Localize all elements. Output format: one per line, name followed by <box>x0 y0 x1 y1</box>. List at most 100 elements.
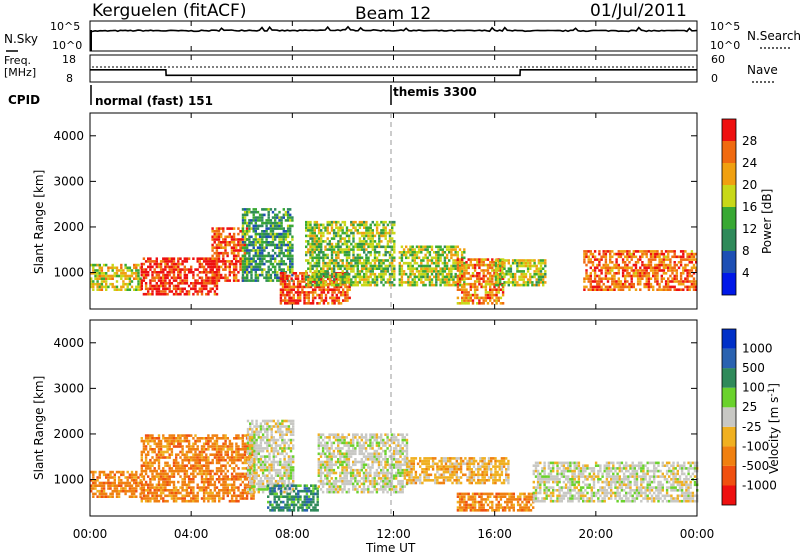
velocity-cell <box>241 437 244 440</box>
velocity-cell <box>126 481 129 485</box>
power-cell <box>454 264 457 268</box>
power-cell <box>315 281 319 284</box>
power-cell <box>634 266 638 270</box>
power-cell <box>322 288 326 291</box>
power-cell <box>454 281 457 284</box>
power-cell <box>181 279 184 282</box>
velocity-cell <box>144 464 148 467</box>
power-cell <box>380 275 383 279</box>
power-cell <box>100 288 104 291</box>
power-cell <box>224 268 227 271</box>
power-cell <box>269 208 273 211</box>
velocity-cell <box>233 456 236 459</box>
power-cell <box>484 282 488 286</box>
power-cell <box>248 210 251 214</box>
velocity-cell <box>149 489 152 492</box>
power-cell <box>373 283 377 287</box>
power-cell <box>615 272 618 275</box>
power-cell <box>269 241 273 244</box>
power-cell <box>164 260 167 263</box>
power-cell <box>596 288 599 291</box>
velocity-cell <box>213 445 217 448</box>
power-cell <box>311 283 314 287</box>
power-cell <box>157 271 161 274</box>
power-cell <box>332 270 336 273</box>
velocity-cell <box>255 452 258 456</box>
power-cell <box>135 285 138 289</box>
velocity-cell <box>98 476 101 479</box>
power-cell <box>217 254 221 258</box>
velocity-cell <box>251 447 254 450</box>
power-cell <box>619 250 623 253</box>
velocity-cell <box>228 445 232 448</box>
power-cell <box>320 234 323 238</box>
power-cell <box>409 248 412 251</box>
power-cell <box>441 278 444 281</box>
power-cell <box>585 274 588 278</box>
power-cell <box>441 272 444 276</box>
velocity-cell <box>259 466 263 469</box>
power-cell <box>503 267 506 270</box>
velocity-cell <box>251 471 254 475</box>
power-colorbar-tick: 28 <box>742 134 757 148</box>
power-cell <box>375 220 379 224</box>
power-cell <box>518 259 521 262</box>
power-cell <box>639 250 642 253</box>
velocity-cell <box>98 495 101 498</box>
velocity-cell <box>92 487 95 490</box>
power-cell <box>96 280 99 283</box>
velocity-cell <box>198 464 201 467</box>
power-cell <box>333 285 336 289</box>
velocity-cell <box>218 489 221 492</box>
power-cell <box>426 259 429 262</box>
power-cell <box>363 223 366 227</box>
power-cell <box>337 285 341 289</box>
velocity-cell <box>274 430 278 434</box>
velocity-cell <box>175 464 178 467</box>
velocity-cell <box>157 475 161 478</box>
velocity-cell <box>268 479 271 483</box>
power-cell <box>411 253 414 257</box>
power-cell <box>465 269 468 272</box>
noise-panel: N.Sky 10^5 10^0 10^5 10^0 N.Search <box>4 20 800 52</box>
power-cell <box>480 296 483 300</box>
power-cell <box>254 254 257 258</box>
power-colorbar-block <box>722 251 736 273</box>
power-cell <box>617 255 620 259</box>
power-cell <box>232 251 236 255</box>
power-cell <box>337 231 340 235</box>
velocity-cell <box>117 489 121 493</box>
power-cell <box>281 280 285 283</box>
velocity-cell <box>268 455 271 458</box>
power-cell <box>317 245 321 249</box>
power-cell <box>544 259 547 262</box>
velocity-cell <box>175 461 178 465</box>
velocity-cell <box>162 480 165 484</box>
power-cell <box>469 282 472 286</box>
power-cell <box>261 246 264 249</box>
power-cell <box>313 223 316 227</box>
power-cell <box>322 251 325 254</box>
power-cell <box>688 258 691 261</box>
velocity-cell <box>235 478 238 481</box>
velocity-cell <box>268 452 271 456</box>
power-cell <box>535 272 538 276</box>
date-title: 01/Jul/2011 <box>590 1 687 21</box>
velocity-cell <box>157 467 161 470</box>
velocity-cell <box>230 494 234 498</box>
velocity-cell <box>94 492 97 496</box>
velocity-cell <box>183 499 186 503</box>
power-cell <box>428 283 432 287</box>
power-cell <box>544 275 547 279</box>
power-cell <box>501 288 505 291</box>
power-cell <box>526 278 530 281</box>
power-cell <box>177 265 180 269</box>
velocity-cell <box>168 437 171 440</box>
power-cell <box>354 261 357 265</box>
power-cell <box>337 291 341 294</box>
power-cell <box>343 220 347 224</box>
velocity-cell <box>228 491 232 495</box>
power-cell <box>619 285 623 289</box>
power-cell <box>598 263 601 267</box>
power-cell <box>367 275 370 279</box>
